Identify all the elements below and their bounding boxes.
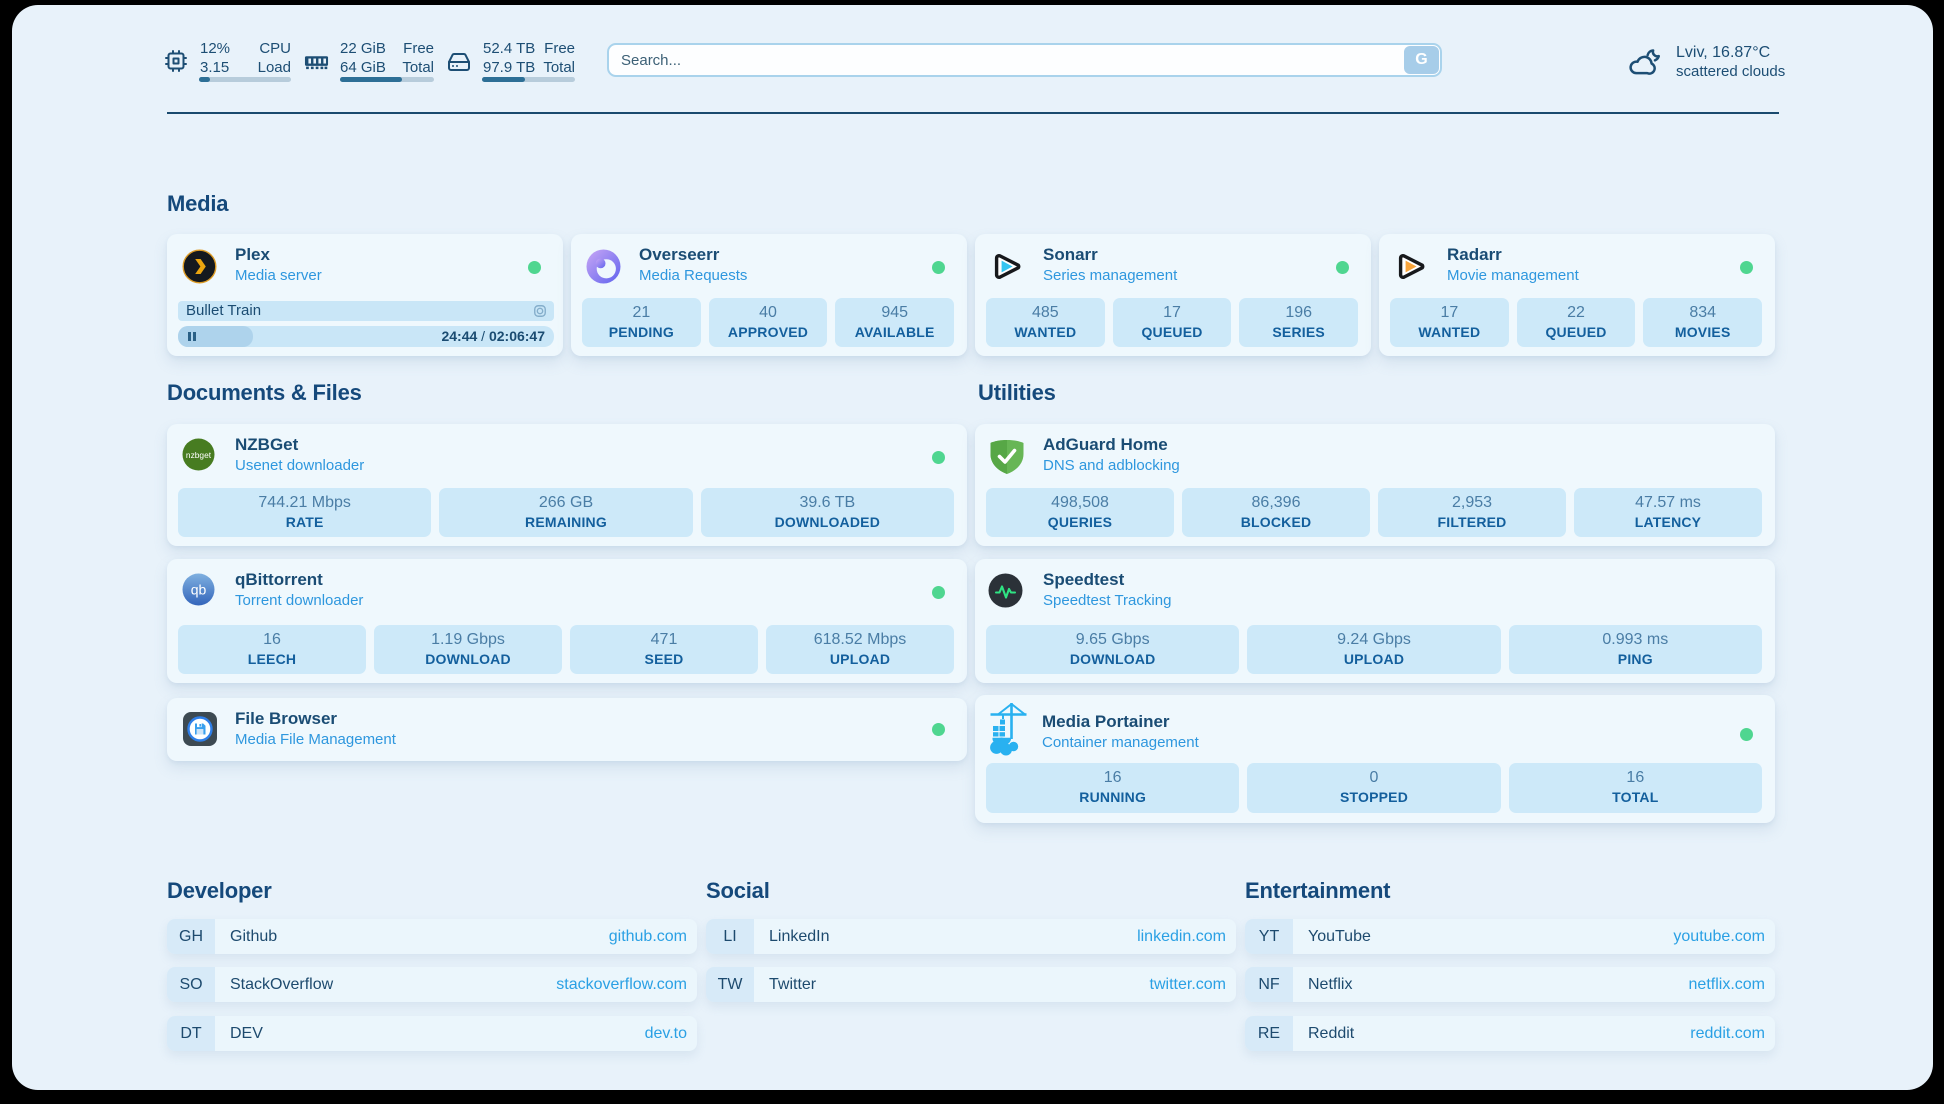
svg-text:nzbget: nzbget <box>186 450 212 460</box>
svg-text:qb: qb <box>191 582 207 598</box>
